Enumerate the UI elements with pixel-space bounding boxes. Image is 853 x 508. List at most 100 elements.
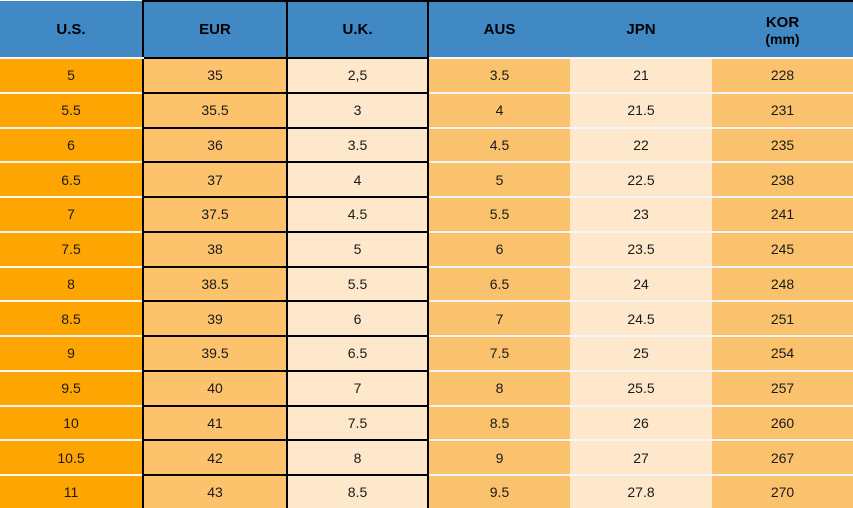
column-header-kor: KOR (mm) xyxy=(712,0,853,59)
table-cell-eur-row10: 40 xyxy=(142,369,288,407)
table-cell-kor-row7: 248 xyxy=(712,265,853,302)
table-cell-jpn-row12: 27 xyxy=(570,439,712,475)
table-cell-eur-row3: 36 xyxy=(142,126,288,164)
table-cell-us-row9: 9 xyxy=(0,335,144,371)
column-header-aus: AUS xyxy=(428,0,570,59)
table-cell-us-row7: 8 xyxy=(0,265,144,302)
table-cell-uk-row6: 5 xyxy=(286,230,429,268)
table-cell-eur-row5: 37.5 xyxy=(142,196,288,233)
table-cell-kor-row1: 228 xyxy=(712,57,853,93)
table-cell-uk-row3: 3.5 xyxy=(286,126,429,164)
table-cell-eur-row11: 41 xyxy=(142,404,288,442)
table-cell-kor-row11: 260 xyxy=(712,404,853,441)
table-cell-aus-row6: 6 xyxy=(428,230,570,267)
table-row: 5 35 2,5 3.5 21 228 xyxy=(0,57,853,94)
table-cell-us-row8: 8.5 xyxy=(0,300,144,336)
table-cell-kor-row5: 241 xyxy=(712,196,853,232)
table-cell-jpn-row11: 26 xyxy=(570,404,712,441)
table-cell-kor-row4: 238 xyxy=(712,161,853,197)
table-cell-uk-row4: 4 xyxy=(286,161,429,198)
table-cell-eur-row4: 37 xyxy=(142,161,288,198)
table-cell-uk-row7: 5.5 xyxy=(286,265,429,303)
table-cell-us-row13: 11 xyxy=(0,474,144,508)
table-cell-eur-row13: 43 xyxy=(142,474,288,508)
table-cell-us-row11: 10 xyxy=(0,404,144,441)
table-cell-aus-row1: 3.5 xyxy=(428,57,570,93)
table-cell-aus-row13: 9.5 xyxy=(428,474,570,508)
table-row: 9 39.5 6.5 7.5 25 254 xyxy=(0,335,853,372)
table-cell-us-row12: 10.5 xyxy=(0,439,144,475)
table-cell-jpn-row13: 27.8 xyxy=(570,474,712,508)
table-cell-eur-row9: 39.5 xyxy=(142,335,288,372)
table-cell-kor-row6: 245 xyxy=(712,230,853,267)
table-cell-jpn-row7: 24 xyxy=(570,265,712,302)
table-cell-uk-row10: 7 xyxy=(286,369,429,407)
table-cell-aus-row9: 7.5 xyxy=(428,335,570,371)
table-cell-uk-row13: 8.5 xyxy=(286,474,429,508)
table-cell-kor-row2: 231 xyxy=(712,91,853,128)
table-cell-jpn-row1: 21 xyxy=(570,57,712,93)
table-cell-eur-row1: 35 xyxy=(142,57,288,94)
table-cell-eur-row7: 38.5 xyxy=(142,265,288,303)
table-cell-uk-row8: 6 xyxy=(286,300,429,337)
table-cell-eur-row8: 39 xyxy=(142,300,288,337)
table-cell-uk-row5: 4.5 xyxy=(286,196,429,233)
table-row: 7.5 38 5 6 23.5 245 xyxy=(0,230,853,268)
table-cell-jpn-row9: 25 xyxy=(570,335,712,371)
table-row: 6 36 3.5 4.5 22 235 xyxy=(0,126,853,164)
table-body: 5 35 2,5 3.5 21 228 5.5 35.5 3 4 21.5 231 6 36 3.5 4.5 2… xyxy=(0,57,853,508)
table-cell-aus-row8: 7 xyxy=(428,300,570,336)
table-row: 6.5 37 4 5 22.5 238 xyxy=(0,161,853,198)
table-row: 10 41 7.5 8.5 26 260 xyxy=(0,404,853,442)
table-cell-jpn-row2: 21.5 xyxy=(570,91,712,128)
table-cell-us-row4: 6.5 xyxy=(0,161,144,197)
table-cell-eur-row12: 42 xyxy=(142,439,288,476)
table-cell-us-row2: 5.5 xyxy=(0,91,144,128)
column-header-kor-sublabel: (mm) xyxy=(765,31,800,47)
table-row: 9.5 40 7 8 25.5 257 xyxy=(0,369,853,407)
table-cell-kor-row13: 270 xyxy=(712,474,853,508)
table-cell-eur-row2: 35.5 xyxy=(142,91,288,129)
table-cell-us-row6: 7.5 xyxy=(0,230,144,267)
table-cell-uk-row11: 7.5 xyxy=(286,404,429,442)
table-cell-jpn-row6: 23.5 xyxy=(570,230,712,267)
table-cell-uk-row12: 8 xyxy=(286,439,429,476)
table-cell-aus-row7: 6.5 xyxy=(428,265,570,302)
table-cell-kor-row9: 254 xyxy=(712,335,853,371)
table-row: 10.5 42 8 9 27 267 xyxy=(0,439,853,476)
table-cell-aus-row2: 4 xyxy=(428,91,570,128)
table-cell-kor-row10: 257 xyxy=(712,369,853,406)
table-cell-jpn-row10: 25.5 xyxy=(570,369,712,406)
table-row: 11 43 8.5 9.5 27.8 270 xyxy=(0,474,853,508)
table-cell-aus-row3: 4.5 xyxy=(428,126,570,163)
table-cell-eur-row6: 38 xyxy=(142,230,288,268)
column-header-eur: EUR xyxy=(142,0,288,59)
table-cell-uk-row2: 3 xyxy=(286,91,429,129)
table-cell-aus-row11: 8.5 xyxy=(428,404,570,441)
table-cell-us-row1: 5 xyxy=(0,57,144,93)
column-header-jpn: JPN xyxy=(570,0,712,59)
table-cell-aus-row10: 8 xyxy=(428,369,570,406)
table-cell-us-row3: 6 xyxy=(0,126,144,163)
table-cell-aus-row12: 9 xyxy=(428,439,570,475)
column-header-kor-label: KOR xyxy=(765,14,800,31)
table-cell-us-row10: 9.5 xyxy=(0,369,144,406)
table-cell-jpn-row3: 22 xyxy=(570,126,712,163)
table-cell-aus-row5: 5.5 xyxy=(428,196,570,232)
table-cell-jpn-row4: 22.5 xyxy=(570,161,712,197)
table-header-row: U.S. EUR U.K. AUS JPN KOR (mm) xyxy=(0,0,853,59)
table-row: 7 37.5 4.5 5.5 23 241 xyxy=(0,196,853,233)
table-cell-kor-row3: 235 xyxy=(712,126,853,163)
table-cell-us-row5: 7 xyxy=(0,196,144,232)
column-header-uk: U.K. xyxy=(286,0,429,59)
table-cell-aus-row4: 5 xyxy=(428,161,570,197)
table-cell-jpn-row5: 23 xyxy=(570,196,712,232)
table-cell-jpn-row8: 24.5 xyxy=(570,300,712,336)
table-cell-kor-row8: 251 xyxy=(712,300,853,336)
table-row: 8.5 39 6 7 24.5 251 xyxy=(0,300,853,337)
table-cell-uk-row9: 6.5 xyxy=(286,335,429,372)
table-cell-kor-row12: 267 xyxy=(712,439,853,475)
table-row: 8 38.5 5.5 6.5 24 248 xyxy=(0,265,853,303)
